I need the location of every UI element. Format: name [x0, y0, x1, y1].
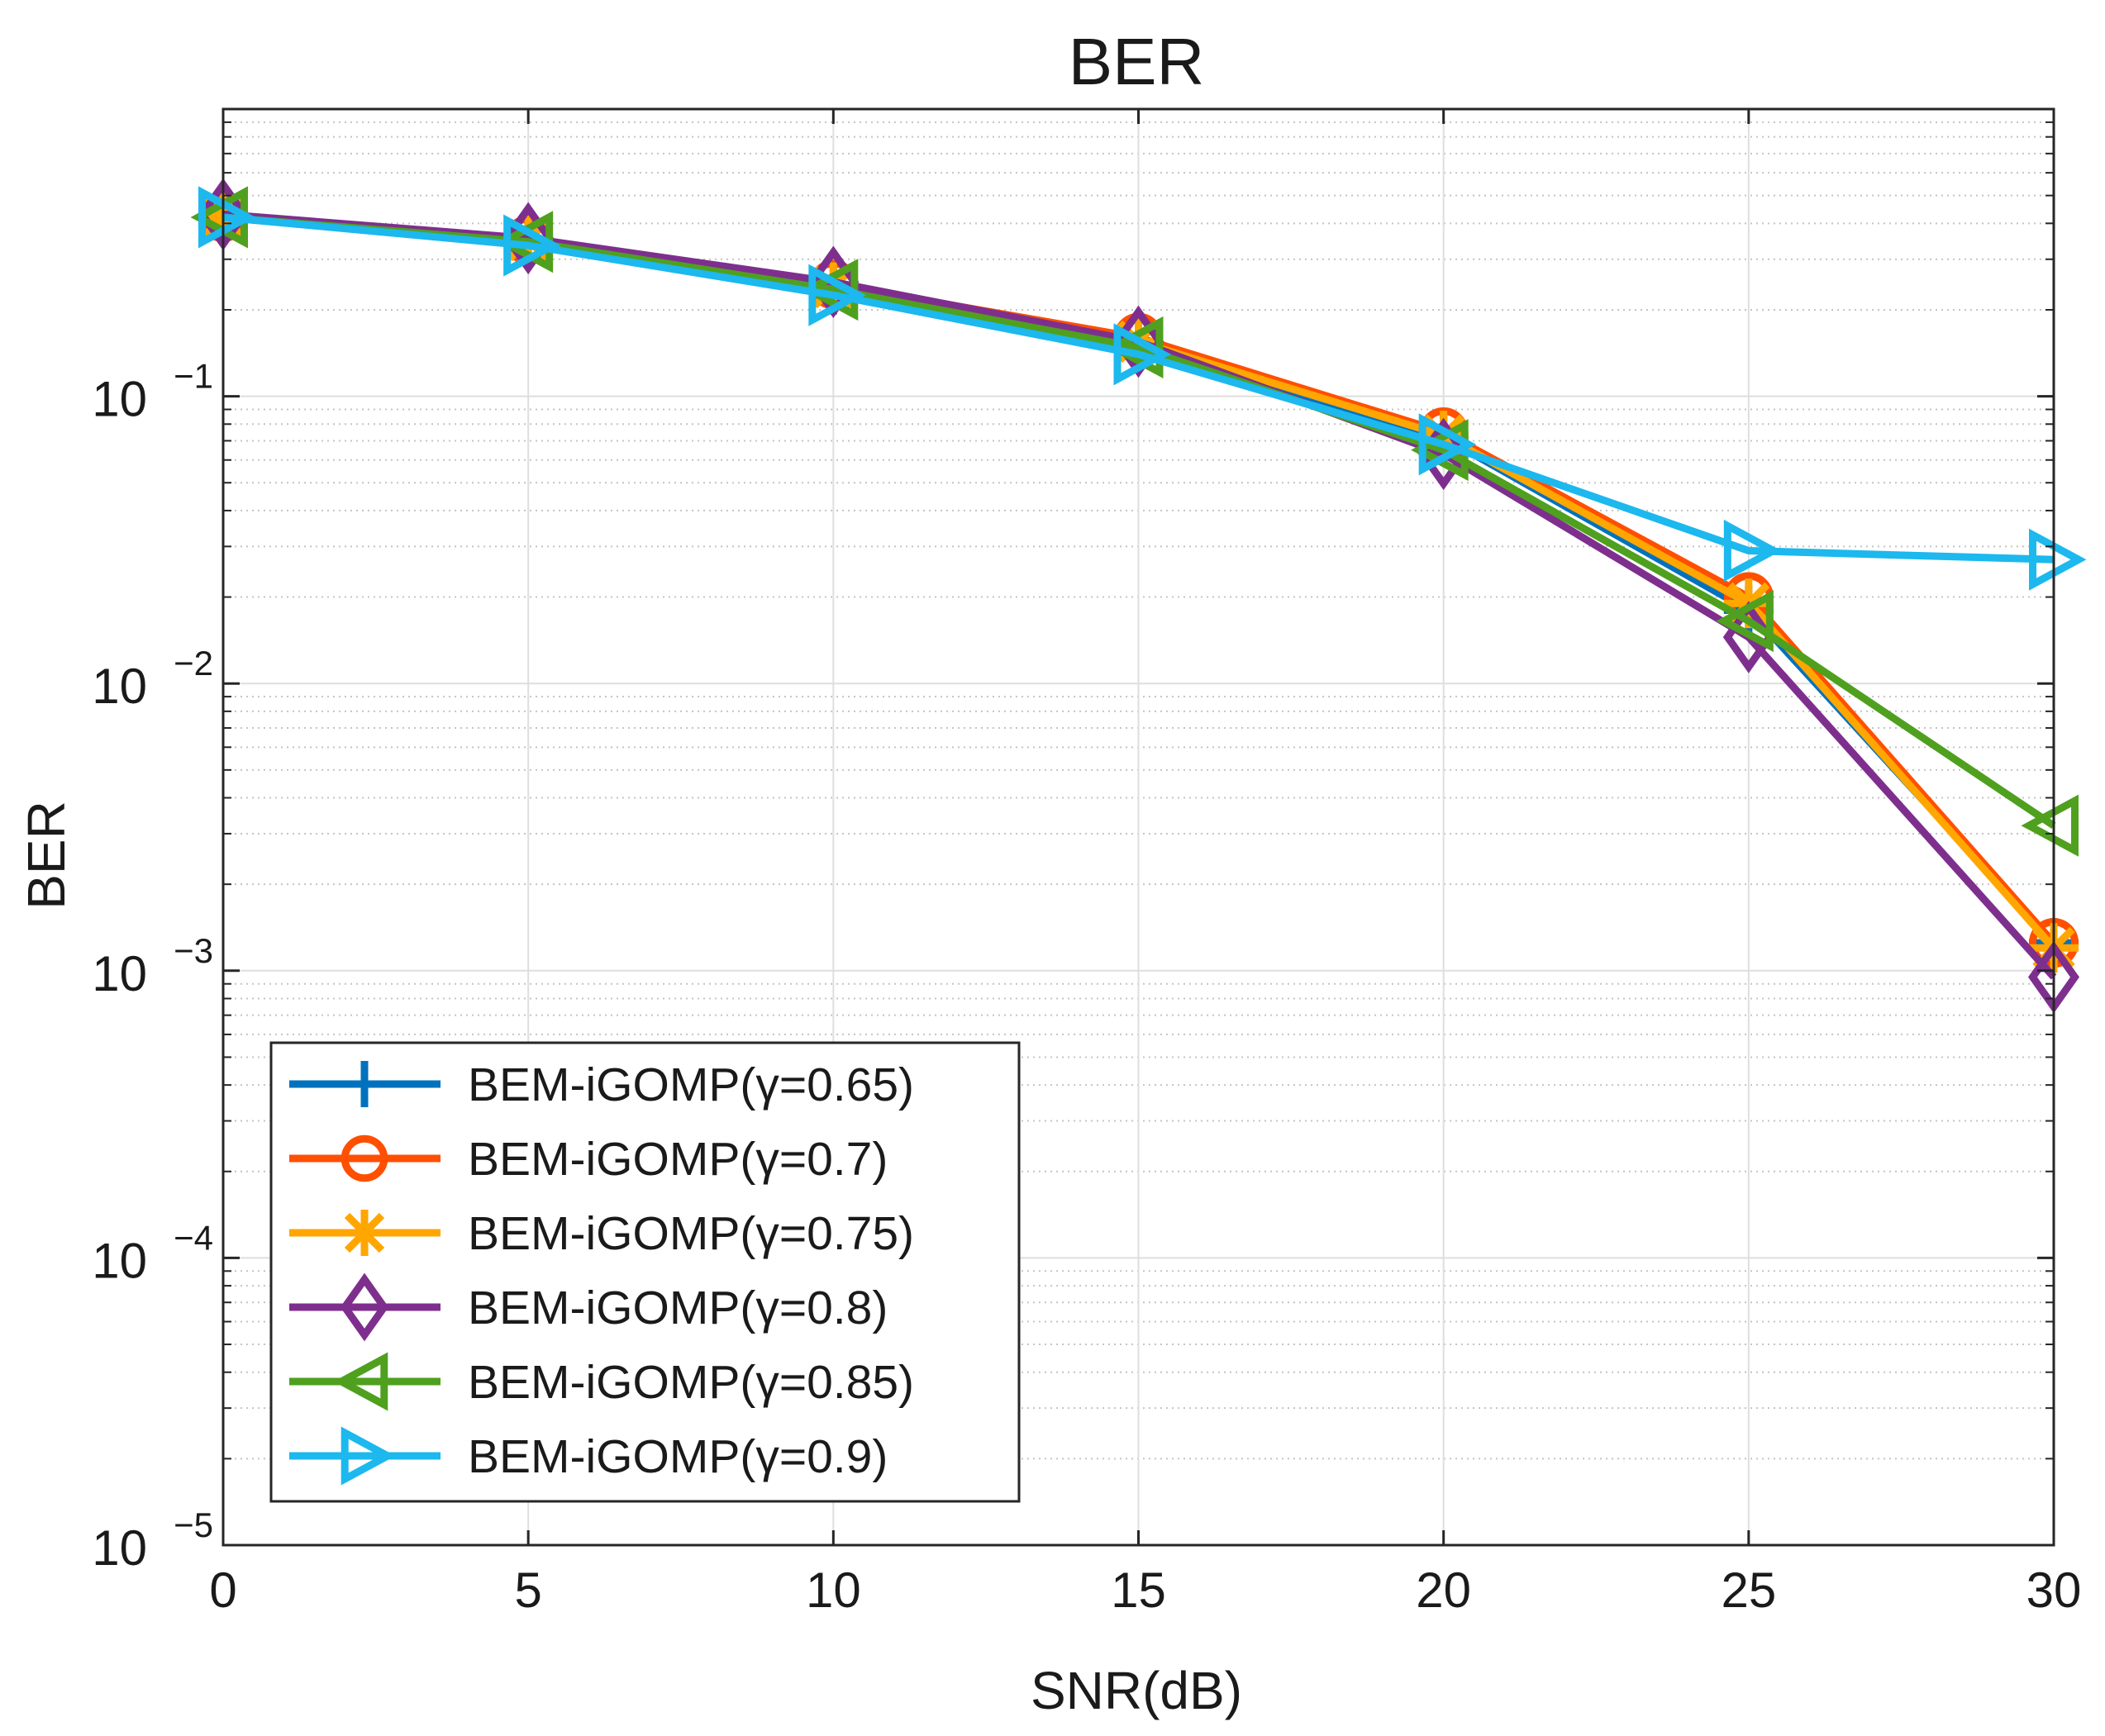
x-tick-label: 15 — [1111, 1562, 1166, 1618]
legend-label: BEM-iGOMP(γ=0.65) — [468, 1058, 914, 1111]
legend-marker — [341, 1061, 388, 1107]
y-tick-exponent: −3 — [174, 931, 213, 970]
legend-marker — [333, 1352, 388, 1411]
y-tick-label: 10 — [92, 1520, 147, 1576]
legend-marker — [341, 1426, 396, 1486]
data-point-marker — [1106, 316, 1164, 378]
legend-entry: BEM-iGOMP(γ=0.8) — [289, 1272, 888, 1342]
legend-marker — [341, 1134, 388, 1182]
legend-label: BEM-iGOMP(γ=0.9) — [468, 1430, 888, 1483]
legend-label: BEM-iGOMP(γ=0.75) — [468, 1207, 914, 1260]
legend-entry: BEM-iGOMP(γ=0.85) — [289, 1352, 914, 1411]
legend-box — [269, 1041, 1021, 1503]
x-axis-title: SNR(dB) — [1031, 1661, 1242, 1720]
legend: BEM-iGOMP(γ=0.65) BEM-iGOMP(γ=0.7) BEM-iGO… — [269, 1041, 1021, 1503]
y-tick-exponent: −5 — [174, 1505, 213, 1544]
data-point-marker — [2021, 794, 2079, 857]
y-tick-label: 10 — [92, 372, 147, 427]
y-tick-exponent: −2 — [174, 644, 213, 683]
y-tick-label: 10 — [92, 659, 147, 714]
legend-entry: BEM-iGOMP(γ=0.65) — [289, 1058, 914, 1111]
data-point-marker — [1716, 590, 1774, 653]
data-point-marker — [1113, 323, 1171, 386]
data-point-marker — [808, 264, 866, 326]
series-layer — [190, 178, 2087, 1014]
legend-entry: BEM-iGOMP(γ=0.7) — [289, 1133, 888, 1186]
y-tick-exponent: −4 — [174, 1218, 213, 1257]
x-tick-label: 0 — [209, 1562, 236, 1618]
data-point-marker — [503, 214, 561, 277]
axes: 0 5 10 15 20 25 30 10 −5 10 −4 10 −3 10 −2 10 −1 — [92, 107, 2082, 1618]
x-tick-label: 5 — [514, 1562, 541, 1618]
legend-marker — [341, 1210, 388, 1256]
y-tick-exponent: −1 — [174, 357, 213, 396]
x-tick-label: 20 — [1416, 1562, 1471, 1618]
legend-label: BEM-iGOMP(γ=0.7) — [468, 1133, 888, 1186]
legend-entry: BEM-iGOMP(γ=0.75) — [289, 1207, 914, 1260]
data-point-marker — [198, 186, 256, 249]
y-axis-title: BER — [17, 801, 76, 910]
legend-label: BEM-iGOMP(γ=0.85) — [468, 1356, 914, 1409]
y-tick-label: 10 — [92, 946, 147, 1001]
legend-entry: BEM-iGOMP(γ=0.9) — [289, 1426, 888, 1486]
x-tick-label: 10 — [806, 1562, 861, 1618]
legend-marker — [340, 1272, 389, 1342]
data-point-marker — [2029, 528, 2087, 591]
data-point-marker — [1418, 413, 1477, 476]
legend-label: BEM-iGOMP(γ=0.8) — [468, 1282, 888, 1334]
series-line — [222, 213, 2055, 564]
x-tick-label: 25 — [1721, 1562, 1776, 1618]
chart-title: BER — [1069, 25, 1205, 98]
x-tick-label: 30 — [2026, 1562, 2082, 1618]
data-point-marker — [1723, 519, 1782, 583]
y-tick-label: 10 — [92, 1233, 147, 1288]
series-5 — [198, 186, 2087, 591]
